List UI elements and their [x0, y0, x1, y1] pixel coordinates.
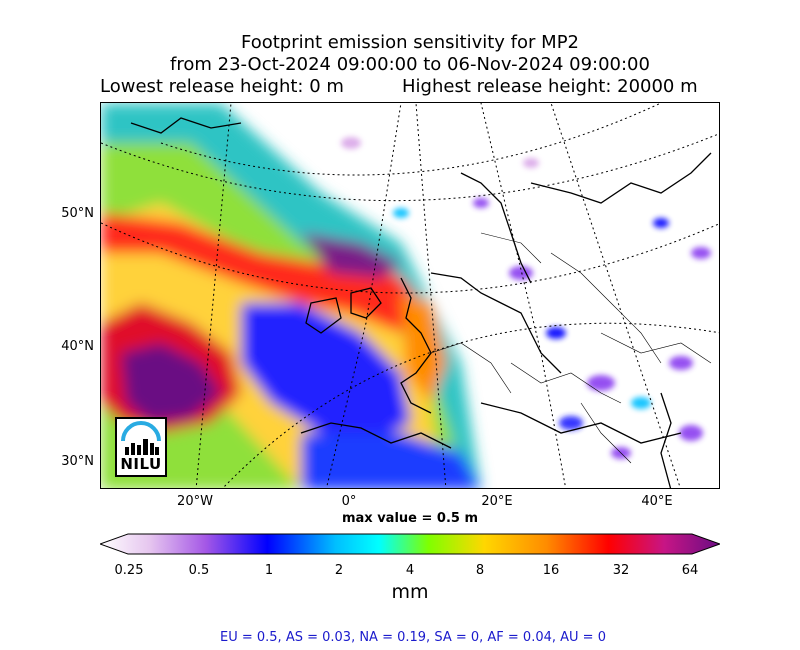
lat-label-30n: 30°N — [61, 454, 94, 469]
title-line-2: from 23-Oct-2024 09:00:00 to 06-Nov-2024… — [170, 54, 650, 75]
nilu-logo: NILU — [115, 417, 167, 477]
colorbar-tick: 1 — [264, 563, 274, 578]
colorbar-tick: 0.5 — [188, 563, 210, 578]
lowest-release-height: Lowest release height: 0 m — [100, 76, 344, 97]
colorbar-tick: 2 — [334, 563, 344, 578]
lat-label-50n: 50°N — [61, 206, 94, 221]
colorbar-unit: mm — [391, 581, 429, 603]
colorbar-tick: 16 — [542, 563, 560, 578]
colorbar-tick: 8 — [475, 563, 485, 578]
nilu-logo-text: NILU — [120, 455, 162, 473]
lon-label-0: 0° — [341, 494, 357, 509]
map-canvas — [101, 103, 719, 488]
colorbar-tick: 4 — [405, 563, 415, 578]
lon-label-20w: 20°W — [177, 494, 213, 509]
colorbar-tick: 0.25 — [114, 563, 144, 578]
highest-release-height: Highest release height: 20000 m — [402, 76, 698, 97]
lat-label-40n: 40°N — [61, 339, 94, 354]
footprint-map — [100, 102, 720, 489]
title-line-1: Footprint emission sensitivity for MP2 — [240, 32, 579, 53]
max-value-label: max value = 0.5 m — [341, 511, 479, 526]
lon-label-40e: 40°E — [641, 494, 673, 509]
lon-label-20e: 20°E — [481, 494, 513, 509]
colorbar — [98, 533, 722, 555]
region-summary: EU = 0.5, AS = 0.03, NA = 0.19, SA = 0, … — [220, 630, 606, 645]
colorbar-tick: 64 — [681, 563, 699, 578]
colorbar-tick: 32 — [612, 563, 630, 578]
